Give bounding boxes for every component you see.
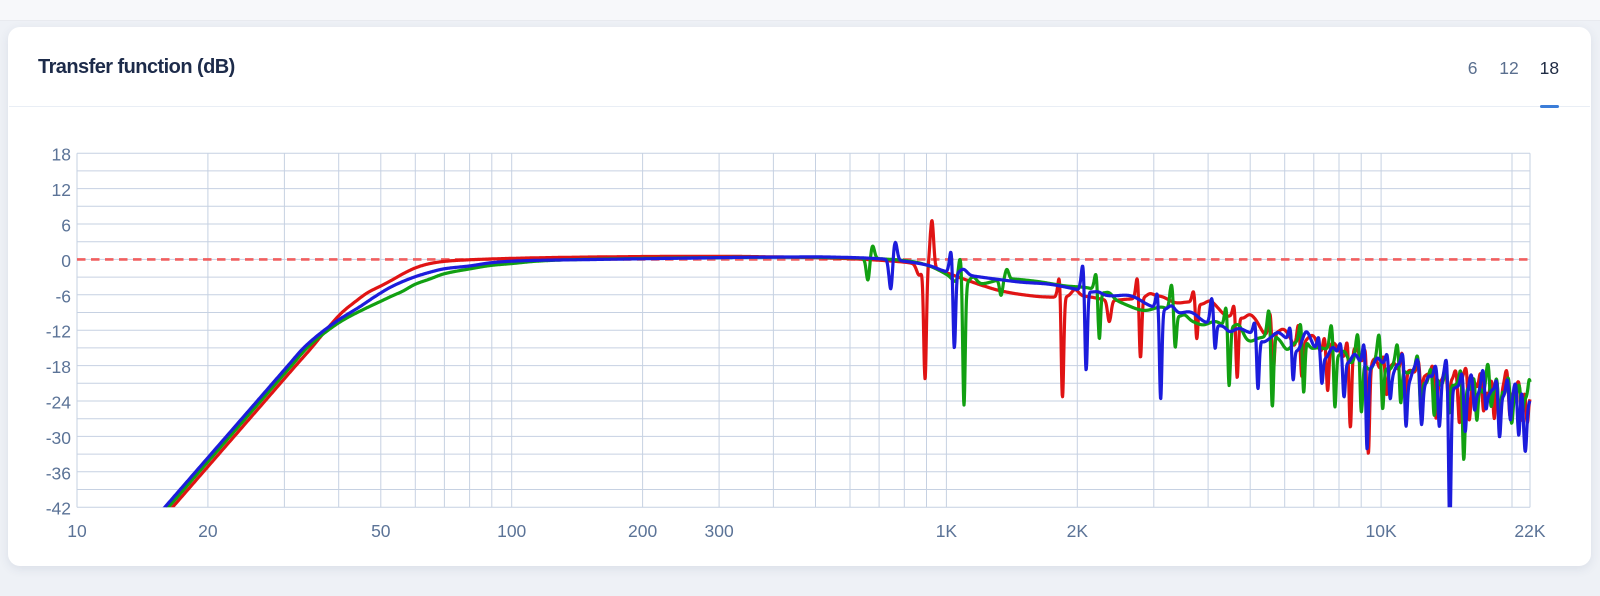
svg-text:-12: -12	[46, 322, 71, 342]
svg-text:18: 18	[52, 145, 71, 165]
svg-text:6: 6	[61, 216, 71, 236]
svg-text:50: 50	[371, 521, 391, 541]
svg-text:300: 300	[704, 521, 733, 541]
svg-text:200: 200	[628, 521, 657, 541]
svg-text:-36: -36	[46, 463, 71, 483]
svg-text:-30: -30	[46, 428, 72, 448]
svg-text:2K: 2K	[1067, 521, 1089, 541]
svg-text:-24: -24	[46, 393, 72, 413]
svg-text:-6: -6	[55, 286, 71, 306]
svg-text:1K: 1K	[936, 521, 958, 541]
svg-text:22K: 22K	[1514, 521, 1545, 541]
svg-text:0: 0	[61, 251, 71, 271]
svg-text:-18: -18	[46, 357, 71, 377]
svg-text:20: 20	[198, 521, 218, 541]
svg-text:10: 10	[67, 521, 87, 541]
svg-text:10K: 10K	[1366, 521, 1397, 541]
svg-text:-42: -42	[46, 499, 71, 519]
svg-text:100: 100	[497, 521, 526, 541]
svg-text:12: 12	[52, 180, 71, 200]
